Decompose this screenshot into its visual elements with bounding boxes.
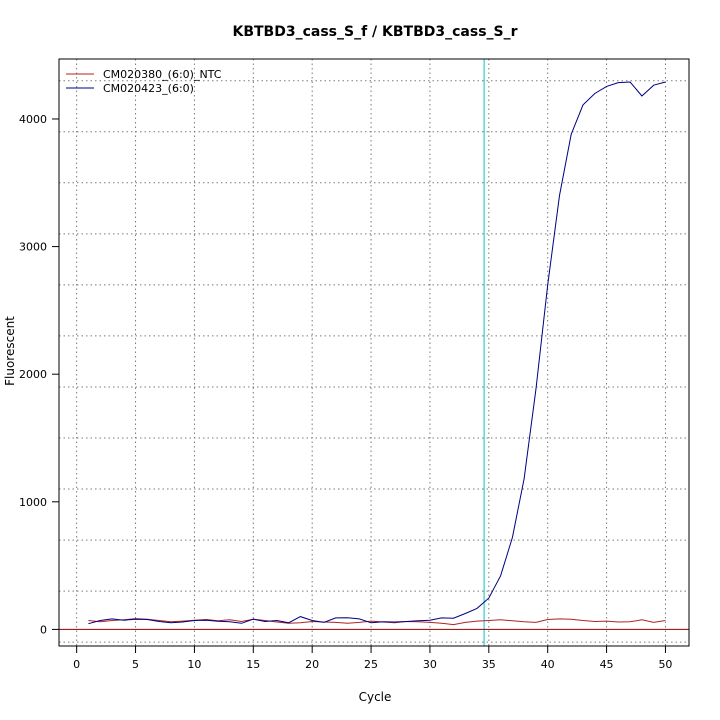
- plot-frame: [58, 58, 690, 647]
- x-tick-label: 5: [132, 658, 139, 671]
- y-axis-label: Fluorescent: [3, 316, 17, 386]
- x-tick-label: 25: [364, 658, 378, 671]
- series-line-2: [88, 81, 666, 625]
- x-tick-label: 40: [541, 658, 555, 671]
- threshold-line: [59, 59, 689, 646]
- x-axis: 0 5 10 15 20 25 30 35 40 45 50: [73, 646, 672, 671]
- y-tick-label: 1000: [19, 496, 47, 509]
- y-tick-label: 0: [40, 623, 47, 636]
- series-lines: [88, 81, 666, 626]
- x-tick-label: 0: [73, 658, 80, 671]
- legend-label: CM020423_(6:0): [103, 82, 194, 95]
- y-tick-label: 4000: [19, 113, 47, 126]
- x-tick-label: 15: [246, 658, 260, 671]
- grid: [59, 59, 689, 646]
- y-axis: 0 1000 2000 3000 4000: [19, 113, 59, 636]
- x-tick-label: 50: [658, 658, 672, 671]
- y-tick-label: 2000: [19, 368, 47, 381]
- chart-title: KBTBD3_cass_S_f / KBTBD3_cass_S_r: [232, 24, 517, 40]
- series-line-1: [88, 618, 666, 626]
- x-tick-label: 10: [187, 658, 201, 671]
- x-axis-label: Cycle: [359, 690, 392, 704]
- x-tick-label: 30: [423, 658, 437, 671]
- x-tick-label: 35: [482, 658, 496, 671]
- x-tick-label: 20: [305, 658, 319, 671]
- x-tick-label: 45: [600, 658, 614, 671]
- legend-label: CM020380_(6:0)_NTC: [103, 68, 222, 81]
- y-tick-label: 3000: [19, 241, 47, 254]
